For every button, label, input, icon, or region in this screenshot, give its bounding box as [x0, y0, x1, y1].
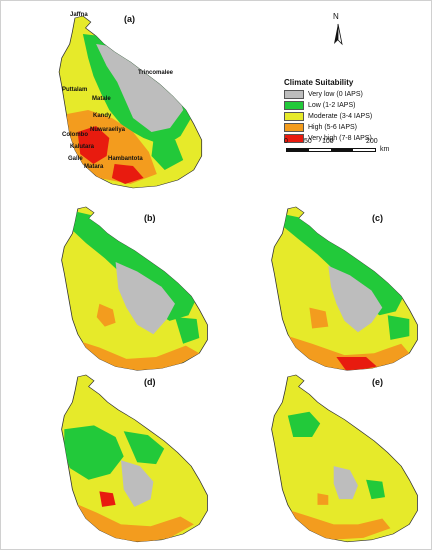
panel-label-b: (b)	[144, 213, 156, 223]
city-label-kalutara: Kalutara	[70, 144, 95, 150]
legend-label: Low (1-2 IAPS)	[308, 102, 356, 109]
legend-swatch	[284, 123, 304, 132]
legend: Climate Suitability Very low (0 IAPS) Lo…	[284, 78, 424, 144]
city-label-kandy: Kandy	[93, 113, 112, 119]
map-e	[270, 374, 419, 543]
city-label-colombo: Colombo	[62, 132, 88, 138]
map-b	[60, 206, 209, 371]
city-label-puttalam: Puttalam	[62, 87, 88, 93]
legend-label: Moderate (3-4 IAPS)	[308, 113, 373, 120]
legend-item: Very low (0 IAPS)	[284, 89, 424, 100]
city-label-jaffna: Jaffna	[70, 12, 88, 18]
legend-swatch	[284, 90, 304, 99]
panel-label-e: (e)	[372, 377, 383, 387]
city-label-matale: Matale	[92, 96, 111, 102]
north-arrow-icon	[334, 23, 343, 46]
legend-title: Climate Suitability	[284, 78, 354, 87]
map-d	[60, 374, 209, 543]
scale-tick-label: 100	[322, 138, 334, 145]
legend-label: Very high (7-8 IAPS)	[308, 135, 372, 142]
scale-tick-label: 50	[304, 138, 312, 145]
city-label-trincomalee: Trincomalee	[138, 70, 174, 76]
map-c	[270, 206, 419, 371]
legend-swatch	[284, 134, 304, 143]
legend-item: Very high (7-8 IAPS)	[284, 133, 424, 144]
scale-ticks: 0 50 100 200	[284, 138, 386, 148]
city-label-hambantota: Hambantota	[108, 156, 143, 162]
scale-bar: 0 50 100 200 km	[284, 138, 389, 153]
legend-item: Moderate (3-4 IAPS)	[284, 111, 424, 122]
panel-label-d: (d)	[144, 377, 156, 387]
north-label: N	[333, 12, 339, 21]
legend-label: High (5-6 IAPS)	[308, 124, 358, 131]
panel-label-c: (c)	[372, 213, 383, 223]
scale-tick-label: 0	[284, 138, 288, 145]
city-label-matara: Matara	[84, 164, 104, 170]
scale-tick-label: 200	[366, 138, 378, 145]
map-a	[58, 15, 203, 189]
city-label-nuwaraeliya: Nuwaraeliya	[90, 127, 126, 133]
scale-unit: km	[380, 146, 390, 153]
legend-swatch	[284, 101, 304, 110]
city-label-galle: Galle	[68, 156, 83, 162]
legend-item: High (5-6 IAPS)	[284, 122, 424, 133]
legend-swatch	[284, 112, 304, 121]
panel-label-a: (a)	[124, 14, 135, 24]
legend-item: Low (1-2 IAPS)	[284, 100, 424, 111]
legend-label: Very low (0 IAPS)	[308, 91, 363, 98]
scale-bar-graphic	[286, 148, 376, 152]
